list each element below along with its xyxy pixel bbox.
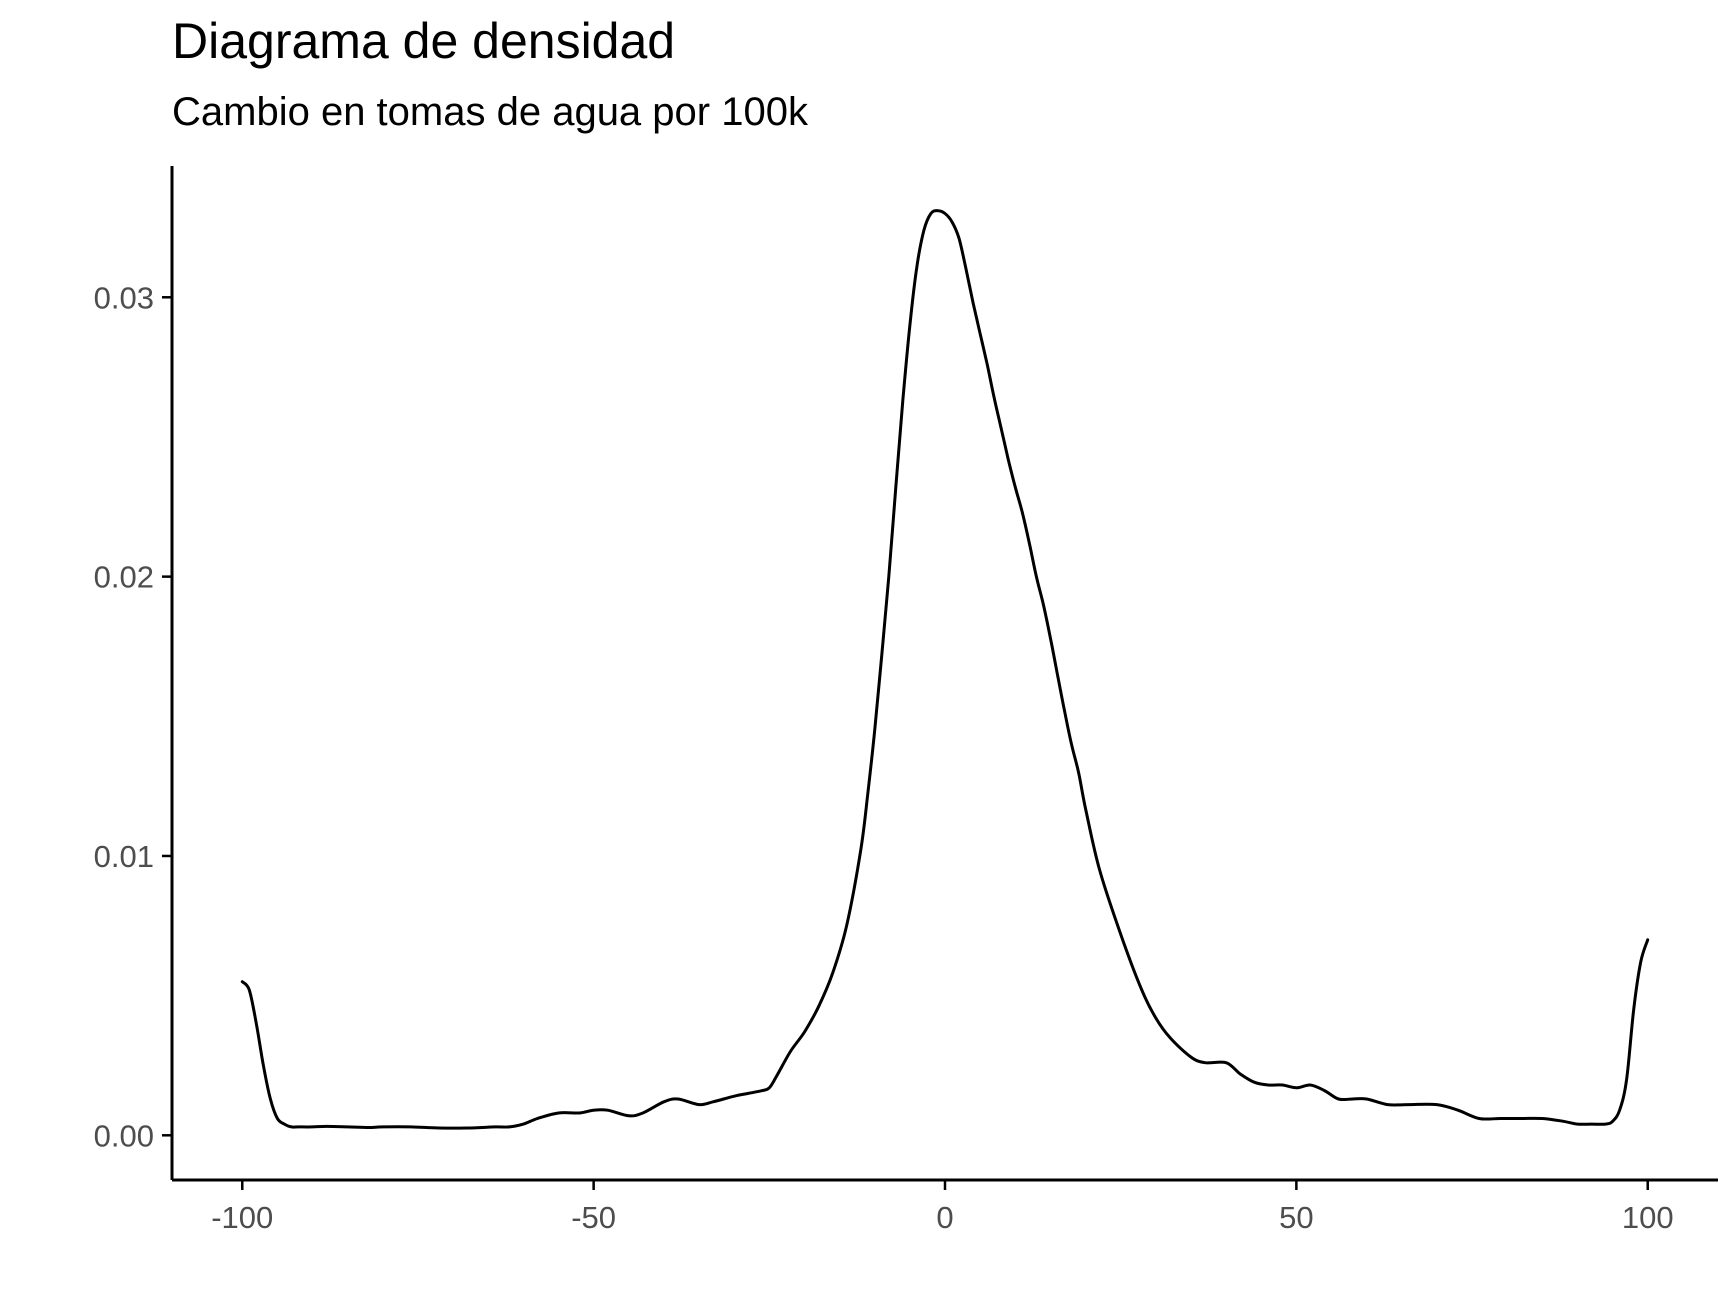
x-tick-label: 100: [1622, 1200, 1674, 1235]
x-tick-label: 0: [936, 1200, 953, 1235]
x-tick-label: -100: [211, 1200, 273, 1235]
y-tick-label: 0.00: [94, 1118, 154, 1153]
x-axis-ticks: -100 -50 0 50 100: [211, 1180, 1674, 1235]
y-tick-label: 0.03: [94, 280, 154, 315]
x-tick-label: -50: [571, 1200, 616, 1235]
x-tick-label: 50: [1279, 1200, 1313, 1235]
y-tick-label: 0.01: [94, 839, 154, 874]
y-tick-label: 0.02: [94, 560, 154, 595]
y-axis-ticks: 0.00 0.01 0.02 0.03: [94, 280, 172, 1153]
chart-title: Diagrama de densidad: [172, 13, 676, 69]
density-line: [240, 209, 1650, 1130]
chart-subtitle: Cambio en tomas de agua por 100k: [172, 90, 808, 134]
